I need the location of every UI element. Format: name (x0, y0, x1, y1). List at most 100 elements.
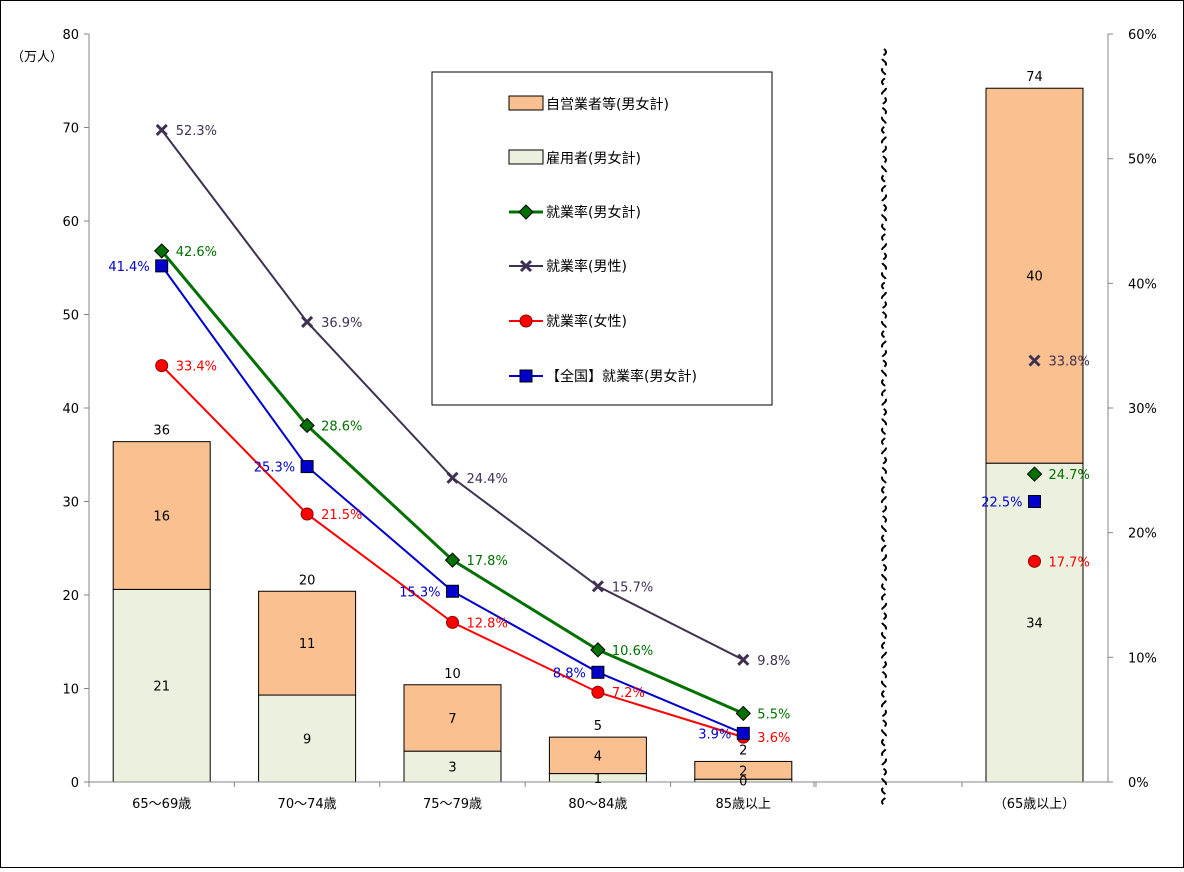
legend-label-self: 自営業者等(男女計) (546, 96, 669, 113)
marker-rate_male (301, 315, 314, 329)
right-axis-tick-label: 0% (1128, 776, 1149, 791)
data-label-rate_female: 12.8% (467, 616, 508, 631)
legend-marker-rate_male (519, 259, 533, 273)
data-label-rate_national: 8.8% (553, 666, 586, 681)
bar-self-employed-label: 4 (594, 749, 602, 764)
bar-total-label: 10 (444, 667, 461, 682)
marker-rate_male (446, 471, 459, 484)
marker-rate_national (446, 584, 459, 598)
legend-marker-rate_national (519, 369, 533, 383)
legend-label-rate_male: 就業率(男性) (546, 258, 627, 275)
bar-self-employed (694, 760, 793, 780)
bar-employee-label: 21 (153, 680, 170, 695)
category-label: 85歳以上 (716, 797, 772, 812)
left-axis-tick-label: 40 (62, 402, 79, 417)
bar-total-label: 5 (594, 719, 602, 734)
bar-self-employed (112, 441, 211, 590)
left-axis-tick-label: 50 (62, 309, 79, 324)
marker-rate_male (591, 580, 604, 593)
bar-total-label: 74 (1026, 70, 1043, 85)
bar-employee (985, 462, 1084, 783)
bar-self-employed (548, 736, 647, 775)
bar-self-employed-label: 7 (448, 712, 456, 727)
data-label-rate_national: 22.5% (981, 496, 1022, 511)
category-label: 75〜79歳 (423, 797, 482, 812)
left-axis-tick-label: 20 (62, 589, 79, 604)
marker-rate_total (299, 417, 315, 434)
legend-marker-rate_female (519, 314, 533, 328)
bar-self-employed-label: 2 (739, 764, 747, 779)
data-label-rate_national: 3.9% (698, 727, 731, 742)
left-axis-tick-label: 30 (62, 496, 79, 511)
bar-employee-label: 34 (1026, 617, 1043, 632)
marker-rate_total (444, 552, 461, 568)
legend-label-rate_female: 就業率(女性) (546, 313, 627, 330)
right-axis-tick-label: 20% (1128, 527, 1157, 542)
right-axis-tick-label: 10% (1128, 651, 1157, 666)
bar-self-employed (985, 87, 1084, 464)
data-label-rate_male: 15.7% (612, 580, 653, 595)
legend-label-emp: 雇用者(男女計) (546, 150, 641, 167)
bar-employee-label: 1 (594, 772, 602, 787)
marker-rate_female (155, 359, 169, 373)
data-label-rate_male: 24.4% (467, 472, 508, 487)
data-label-rate_total: 28.6% (321, 419, 362, 434)
marker-rate_male (737, 653, 750, 666)
legend-label-rate_total: 就業率(男女計) (546, 204, 641, 221)
data-label-rate_male: 33.8% (1049, 355, 1090, 370)
data-label-rate_male: 52.3% (176, 124, 217, 139)
bar-employee-label: 0 (739, 775, 747, 790)
marker-rate_national (300, 460, 314, 474)
axis-break-marker (881, 48, 887, 806)
left-axis-tick-label: 70 (62, 122, 79, 137)
data-label-rate_national: 15.3% (399, 585, 440, 600)
bar-total-label: 2 (739, 743, 747, 758)
legend-swatch-emp (508, 149, 544, 165)
right-axis-tick-label: 30% (1128, 402, 1157, 417)
right-axis-tick-label: 40% (1128, 277, 1157, 292)
data-label-rate_total: 5.5% (757, 707, 790, 722)
category-label: 70〜74歳 (278, 797, 337, 812)
left-axis-tick-label: 60 (62, 215, 79, 230)
bar-total-label: 20 (299, 573, 316, 588)
right-axis-tick-label: 50% (1128, 153, 1157, 168)
left-axis-tick-label: 80 (62, 28, 79, 43)
marker-rate_female (1028, 554, 1041, 568)
marker-rate_total (590, 642, 606, 658)
left-axis-tick-label: 0 (71, 776, 79, 791)
legend-marker-rate_total (518, 204, 534, 220)
marker-rate_national (591, 665, 605, 679)
data-label-rate_male: 36.9% (321, 316, 362, 331)
bar-employee-label: 9 (303, 733, 311, 748)
legend-label-rate_national: 【全国】就業率(男女計) (546, 368, 697, 385)
marker-rate_total (735, 705, 752, 722)
marker-rate_total (153, 243, 170, 259)
category-label: 65〜69歳 (132, 797, 191, 812)
marker-rate_national (736, 726, 750, 740)
marker-rate_total (1026, 466, 1043, 482)
data-label-rate_total: 24.7% (1049, 468, 1090, 483)
marker-rate_male (1028, 354, 1041, 367)
category-label: （65歳以上） (994, 797, 1076, 812)
data-label-rate_female: 21.5% (321, 508, 362, 523)
right-axis-tick-label: 60% (1128, 28, 1157, 43)
marker-rate_female (446, 615, 459, 629)
bar-self-employed (258, 590, 357, 696)
data-label-rate_female: 7.2% (612, 686, 645, 701)
marker-rate_male (155, 123, 168, 137)
bar-self-employed-label: 40 (1026, 270, 1043, 285)
data-label-rate_female: 33.4% (176, 360, 217, 375)
bar-employee-label: 3 (448, 761, 456, 776)
marker-rate_female (591, 685, 605, 699)
left-axis-unit: （万人） (11, 50, 63, 65)
data-label-rate_national: 41.4% (108, 260, 149, 275)
marker-rate_national (1028, 495, 1041, 508)
data-label-rate_total: 17.8% (467, 554, 508, 569)
data-label-rate_female: 3.6% (757, 731, 790, 746)
marker-rate_female (300, 507, 314, 521)
bar-employee (112, 588, 211, 783)
marker-rate_national (155, 259, 169, 273)
category-label: 80〜84歳 (568, 797, 627, 812)
